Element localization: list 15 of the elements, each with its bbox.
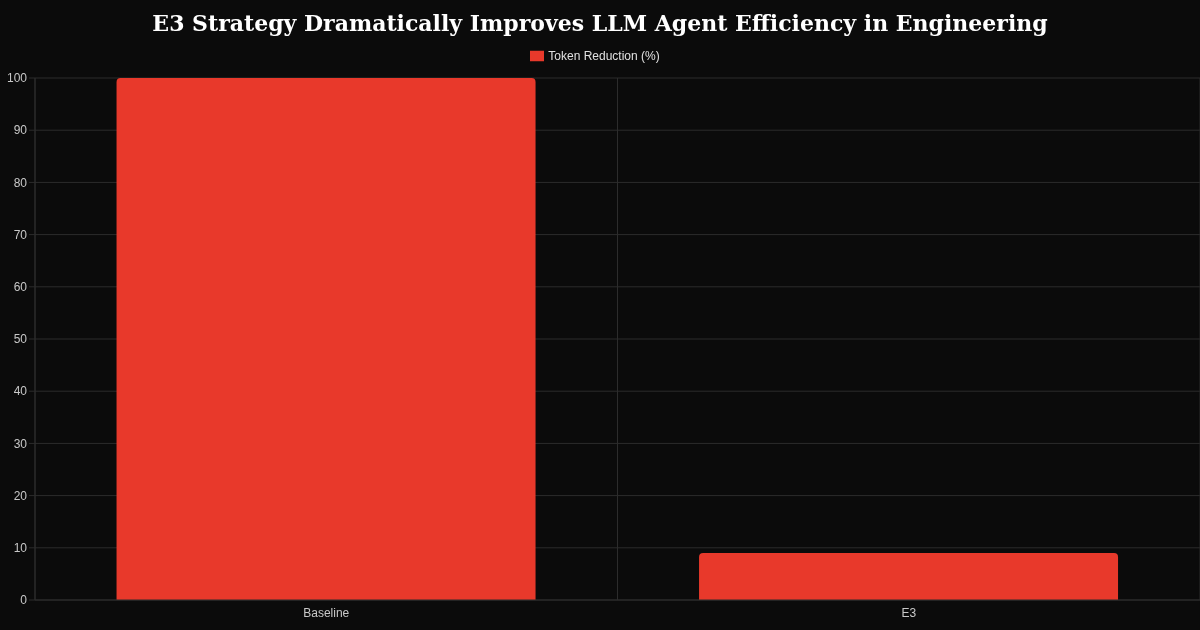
y-tick-label: 40 [13, 384, 28, 399]
x-tick-label: Baseline [303, 605, 350, 620]
y-tick-label: 0 [20, 593, 28, 608]
y-tick-label: 50 [13, 332, 28, 347]
chart-title: E3 Strategy Dramatically Improves LLM Agent Efficiency in Engineering [151, 9, 1049, 38]
y-tick-label: 20 [13, 488, 28, 503]
y-tick-label: 30 [13, 436, 28, 451]
y-tick-label: 70 [13, 227, 28, 242]
y-tick-label: 90 [13, 123, 28, 138]
y-tick-label: 80 [13, 175, 28, 190]
x-tick-label: E3 [901, 605, 917, 620]
y-tick-label: 10 [13, 541, 28, 556]
y-tick-label: 60 [13, 280, 28, 295]
legend-label: Token Reduction (%) [548, 49, 660, 63]
y-tick-label: 100 [6, 71, 28, 86]
